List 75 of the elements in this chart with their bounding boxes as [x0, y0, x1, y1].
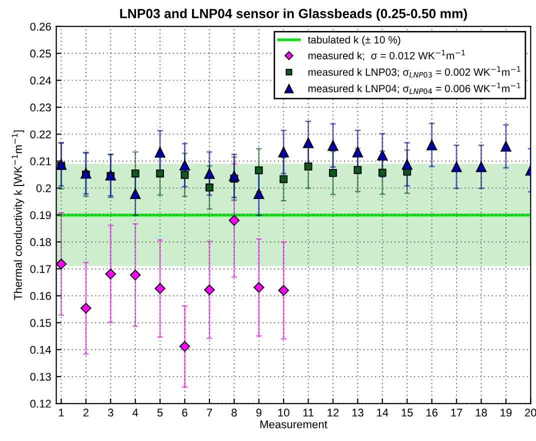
point [352, 146, 364, 158]
x-tick-label: 15 [402, 408, 413, 417]
x-tick-label: 8 [232, 408, 237, 417]
x-tick-label: 11 [303, 408, 314, 416]
y-tick-label: 0.13 [30, 372, 51, 381]
y-tick-label: 0.12 [30, 400, 51, 408]
point [130, 188, 141, 200]
point [500, 140, 512, 152]
point [179, 160, 190, 171]
point [105, 268, 116, 280]
x-tick-label: 3 [108, 408, 114, 417]
point [154, 283, 166, 294]
point [179, 341, 190, 352]
legend-label: measured k LNP04; σ$_{LNP04}$ = 0.006 WK$^{−1}$m$^{−1}$ [308, 82, 520, 94]
point [204, 284, 215, 296]
y-tick-label: 0.18 [30, 238, 51, 246]
point [304, 162, 312, 170]
x-tick-label: 7 [206, 408, 212, 416]
x-tick-label: 13 [352, 408, 364, 417]
y-tick-label: 0.25 [30, 50, 51, 58]
x-tick-label: 19 [500, 408, 512, 417]
point [377, 150, 388, 161]
legend-label: measured k; σ = 0.012 WK$^{−1}$m$^{−1}$ [308, 50, 465, 61]
point [80, 302, 92, 314]
point [180, 170, 189, 179]
point [254, 188, 264, 200]
x-tick-label: 12 [328, 408, 339, 416]
y-tick-label: 0.24 [30, 76, 52, 84]
x-axis-title: Measurement [260, 420, 328, 428]
point [204, 168, 215, 179]
x-tick-label: 6 [182, 408, 188, 417]
point [56, 258, 67, 270]
y-axis-title: Thermal conductivity k [WK$^{−1}$m$^{−1}$] [12, 130, 24, 300]
y-tick-label: 0.2 [36, 184, 51, 192]
y-tick-label: 0.17 [30, 265, 51, 273]
y-tick-label: 0.22 [30, 130, 51, 138]
point [280, 175, 288, 184]
x-tick-label: 9 [256, 408, 262, 417]
point [130, 270, 141, 280]
x-tick-label: 2 [83, 408, 88, 416]
y-tick-label: 0.23 [30, 104, 51, 112]
chart-title: LNP03 and LNP04 sensor in Glassbeads (0.25-0.50 mm) [120, 8, 467, 21]
x-tick-label: 18 [476, 408, 487, 417]
x-tick-label: 1 [58, 408, 64, 416]
y-tick-label: 0.14 [30, 346, 52, 354]
point [228, 214, 240, 226]
x-tick-label: 14 [377, 408, 388, 416]
point [154, 146, 166, 158]
point [329, 169, 337, 177]
x-tick-label: 17 [451, 408, 462, 416]
point [302, 137, 314, 148]
legend-label: measured k LNP03; σ$_{LNP03}$ = 0.002 WK$^{−1}$m$^{−1}$ [308, 66, 520, 78]
x-tick-label: 4 [132, 408, 138, 416]
point [206, 184, 214, 192]
y-tick-label: 0.16 [30, 292, 51, 300]
y-tick-label: 0.26 [30, 22, 51, 31]
point [56, 159, 67, 170]
y-tick-label: 0.19 [30, 211, 51, 220]
y-tick-label: 0.15 [30, 318, 51, 327]
x-tick-label: 20 [525, 408, 536, 417]
point [131, 170, 140, 178]
point [426, 140, 438, 150]
x-tick-label: 16 [426, 408, 438, 417]
legend-label: tabulated k (± 10 %) [308, 36, 400, 46]
x-tick-label: 5 [157, 408, 163, 417]
point [254, 166, 263, 174]
x-tick-label: 10 [278, 408, 290, 417]
point [476, 161, 487, 172]
point [402, 159, 412, 170]
point [228, 170, 240, 182]
point [451, 161, 462, 172]
point [253, 282, 264, 293]
point [156, 170, 164, 178]
point [278, 285, 289, 296]
y-tick-label: 0.21 [30, 157, 51, 166]
